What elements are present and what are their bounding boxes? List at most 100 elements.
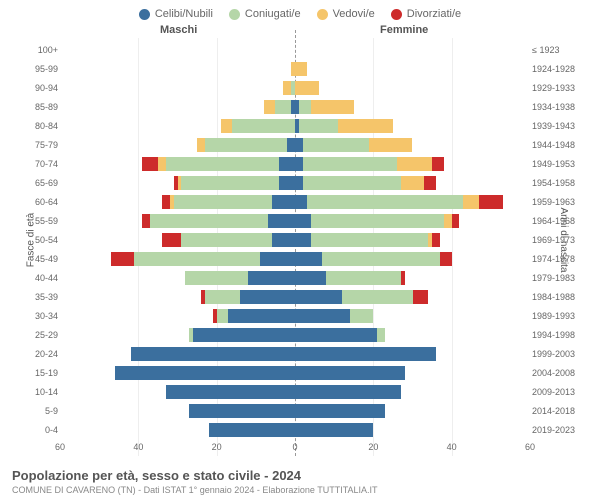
seg-m xyxy=(303,138,370,152)
seg-c xyxy=(248,271,295,285)
bar-female xyxy=(295,81,530,95)
bar-female xyxy=(295,214,530,228)
age-label: 55-59 xyxy=(18,216,58,226)
bar-male xyxy=(60,43,295,57)
age-row: 35-391984-1988 xyxy=(60,287,530,306)
legend-item: Coniugati/e xyxy=(229,8,301,20)
seg-c xyxy=(295,195,307,209)
seg-c xyxy=(260,252,295,266)
seg-c xyxy=(295,271,326,285)
birth-label: 1979-1983 xyxy=(532,273,592,283)
seg-c xyxy=(295,138,303,152)
birth-label: 1944-1948 xyxy=(532,140,592,150)
legend-item: Celibi/Nubili xyxy=(139,8,213,20)
seg-c xyxy=(272,195,296,209)
seg-d xyxy=(162,195,170,209)
age-row: 85-891934-1938 xyxy=(60,97,530,116)
seg-d xyxy=(440,252,452,266)
seg-c xyxy=(115,366,295,380)
seg-w xyxy=(369,138,412,152)
legend-swatch xyxy=(139,9,150,20)
bar-male xyxy=(60,404,295,418)
legend-swatch xyxy=(317,9,328,20)
birth-label: 1989-1993 xyxy=(532,311,592,321)
birth-label: 2009-2013 xyxy=(532,387,592,397)
legend-label: Coniugati/e xyxy=(245,8,301,20)
seg-m xyxy=(181,233,271,247)
bar-female xyxy=(295,328,530,342)
bar-female xyxy=(295,309,530,323)
birth-label: 2004-2008 xyxy=(532,368,592,378)
seg-m xyxy=(205,290,240,304)
bar-male xyxy=(60,290,295,304)
seg-w xyxy=(444,214,452,228)
seg-w xyxy=(158,157,166,171)
seg-c xyxy=(295,328,377,342)
seg-m xyxy=(217,309,229,323)
seg-d xyxy=(142,214,150,228)
x-axis: 6040200204060 xyxy=(0,442,600,460)
age-label: 90-94 xyxy=(18,83,58,93)
birth-label: 1984-1988 xyxy=(532,292,592,302)
seg-w xyxy=(401,176,425,190)
bar-male xyxy=(60,233,295,247)
seg-c xyxy=(295,385,401,399)
seg-m xyxy=(299,119,338,133)
legend: Celibi/Nubili Coniugati/e Vedovi/e Divorzia… xyxy=(0,0,600,24)
seg-c xyxy=(131,347,296,361)
seg-m xyxy=(322,252,440,266)
bar-female xyxy=(295,62,530,76)
seg-w xyxy=(397,157,432,171)
seg-m xyxy=(303,157,397,171)
age-row: 30-341989-1993 xyxy=(60,306,530,325)
seg-c xyxy=(295,176,303,190)
seg-m xyxy=(311,214,444,228)
age-row: 40-441979-1983 xyxy=(60,268,530,287)
birth-label: 1959-1963 xyxy=(532,197,592,207)
bar-female xyxy=(295,271,530,285)
population-pyramid: Fasce di età Anni di nascita 100+≤ 19239… xyxy=(0,40,600,440)
seg-w xyxy=(295,81,319,95)
age-row: 45-491974-1978 xyxy=(60,249,530,268)
seg-d xyxy=(452,214,460,228)
bar-male xyxy=(60,214,295,228)
seg-c xyxy=(193,328,295,342)
age-row: 50-541969-1973 xyxy=(60,230,530,249)
birth-label: 2014-2018 xyxy=(532,406,592,416)
seg-m xyxy=(303,176,401,190)
legend-label: Divorziati/e xyxy=(407,8,461,20)
seg-d xyxy=(479,195,503,209)
bar-female xyxy=(295,119,530,133)
bar-male xyxy=(60,271,295,285)
bar-male xyxy=(60,385,295,399)
bar-female xyxy=(295,423,530,437)
bar-male xyxy=(60,423,295,437)
bar-male xyxy=(60,62,295,76)
birth-label: 1949-1953 xyxy=(532,159,592,169)
age-label: 5-9 xyxy=(18,406,58,416)
x-tick: 20 xyxy=(212,442,222,452)
pyramid-rows: 100+≤ 192395-991924-192890-941929-193385… xyxy=(60,40,530,440)
seg-c xyxy=(295,404,385,418)
bar-female xyxy=(295,366,530,380)
age-label: 20-24 xyxy=(18,349,58,359)
age-label: 30-34 xyxy=(18,311,58,321)
bar-male xyxy=(60,328,295,342)
birth-label: 1934-1938 xyxy=(532,102,592,112)
seg-w xyxy=(463,195,479,209)
x-tick: 40 xyxy=(447,442,457,452)
x-tick: 20 xyxy=(368,442,378,452)
age-row: 55-591964-1968 xyxy=(60,211,530,230)
age-label: 50-54 xyxy=(18,235,58,245)
seg-d xyxy=(432,157,444,171)
seg-w xyxy=(338,119,393,133)
seg-d xyxy=(432,233,440,247)
age-row: 70-741949-1953 xyxy=(60,154,530,173)
legend-label: Vedovi/e xyxy=(333,8,375,20)
x-tick: 60 xyxy=(525,442,535,452)
seg-m xyxy=(307,195,464,209)
seg-m xyxy=(174,195,272,209)
seg-c xyxy=(287,138,295,152)
bar-female xyxy=(295,176,530,190)
seg-m xyxy=(166,157,280,171)
